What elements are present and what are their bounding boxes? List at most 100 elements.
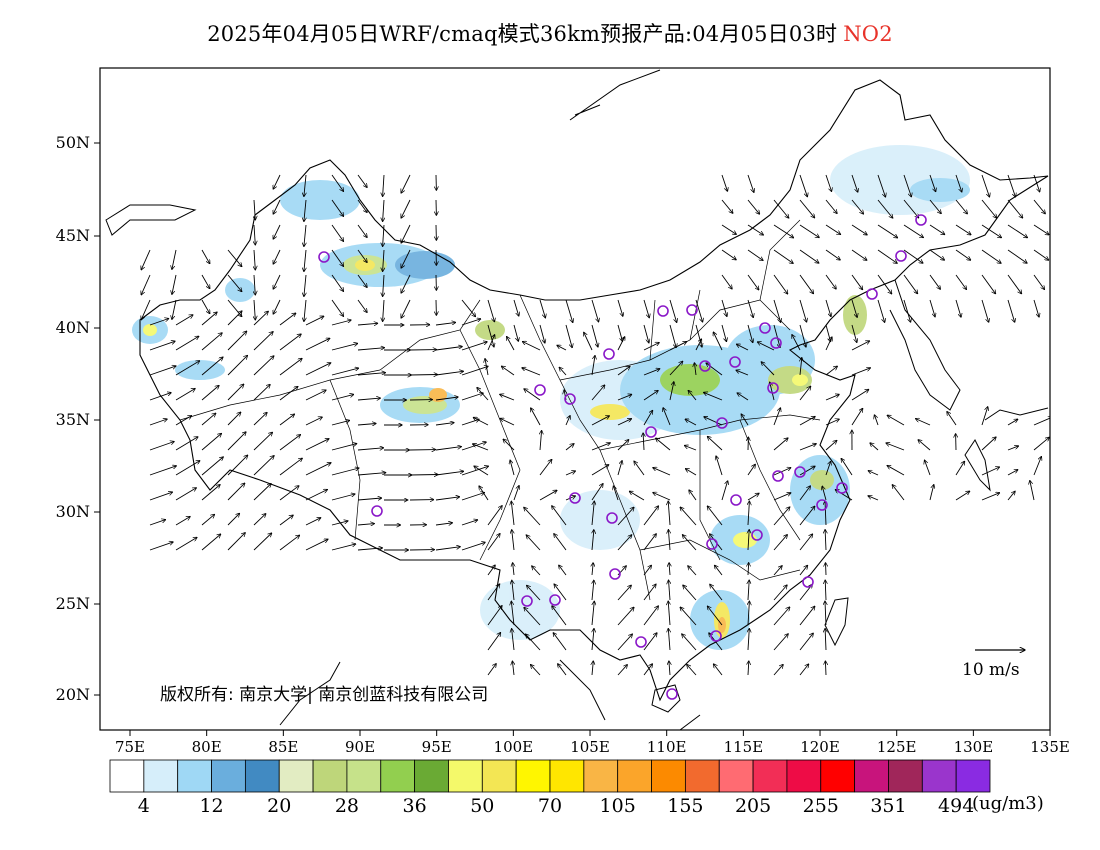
wind-arrow-icon [1033, 437, 1049, 451]
wind-arrow-icon [825, 601, 826, 626]
wind-arrow-icon [799, 633, 813, 651]
circle-marker-icon [521, 595, 533, 607]
wind-arrow-icon [227, 249, 242, 267]
legend-swatch [921, 759, 957, 793]
lat-label: 35N [56, 410, 90, 429]
wind-arrow-icon [253, 332, 273, 351]
wind-arrow-icon [487, 324, 494, 347]
wind-arrow-icon [1030, 481, 1035, 501]
wind-arrow-icon [903, 299, 911, 322]
wind-arrow-icon [304, 199, 306, 222]
china-border [139, 79, 1049, 702]
wind-arrow-icon [617, 366, 630, 376]
wind-arrow-icon [331, 343, 358, 351]
wind-arrow-icon [435, 447, 461, 451]
wind-arrow-icon [981, 174, 990, 197]
wind-arrow-icon [558, 664, 567, 676]
wind-arrow-icon [799, 299, 807, 322]
wind-arrow-icon [273, 249, 281, 264]
wind-arrow-icon [227, 483, 245, 501]
wind-arrow-icon [799, 486, 810, 501]
wind-arrow-icon [487, 633, 501, 651]
wind-arrow-icon [903, 249, 923, 263]
wind-arrow-icon [552, 506, 567, 526]
wind-arrow-icon [825, 629, 826, 651]
wind-arrow-icon [201, 433, 222, 451]
wind-arrow-icon [747, 324, 753, 343]
wind-arrow-icon [279, 435, 301, 451]
wind-arrow-icon [617, 507, 634, 526]
wind-arrow-icon [1033, 299, 1039, 317]
wind-arrow-icon [688, 566, 697, 576]
wind-arrow-icon [825, 249, 840, 260]
wind-arrow-icon [357, 323, 378, 325]
wind-arrow-icon [916, 419, 931, 426]
wind-arrow-icon [227, 513, 240, 526]
wind-arrow-icon [149, 466, 176, 476]
wind-arrow-icon [825, 419, 839, 426]
wind-arrow-icon [877, 199, 893, 218]
wind-arrow-icon [981, 249, 1001, 263]
wind-arrow-icon [559, 565, 567, 576]
wind-arrow-icon [172, 249, 177, 269]
legend-tick: 36 [403, 795, 427, 817]
wind-arrow-icon [643, 633, 657, 651]
wind-arrow-icon [903, 199, 919, 218]
wind-arrow-icon [591, 324, 598, 347]
wind-arrow-icon [617, 440, 629, 451]
circle-marker-icon [606, 512, 618, 524]
wind-arrow-icon [887, 415, 905, 426]
wind-arrow-icon [851, 368, 871, 376]
wind-arrow-icon [981, 407, 988, 426]
wind-arrow-icon [201, 274, 210, 289]
lat-label: 50N [56, 133, 90, 152]
lon-label: 115E [724, 738, 764, 756]
wind-arrow-icon [773, 224, 794, 238]
wind-arrow-icon [227, 455, 248, 476]
wind-arrow-icon [503, 439, 515, 451]
circle-marker-icon [569, 492, 581, 504]
lon-label: 95E [422, 738, 452, 756]
wind-arrow-icon [748, 601, 749, 626]
wind-arrow-icon [279, 414, 295, 426]
wind-arrow-icon [201, 534, 221, 551]
wind-arrow-icon [461, 520, 478, 526]
legend-swatch [312, 759, 348, 793]
wind-arrow-icon [643, 534, 656, 551]
wind-arrow-icon [539, 324, 545, 343]
wind-arrow-icon [799, 534, 813, 551]
legend-tick: 12 [199, 795, 223, 817]
lat-label: 20N [56, 685, 90, 704]
wind-arrow-icon [617, 585, 631, 601]
legend-swatch [718, 759, 754, 793]
wind-arrow-icon [617, 299, 623, 316]
taiwan-outline [824, 597, 849, 647]
circle-marker-icon [794, 466, 806, 478]
wind-arrow-icon [401, 174, 411, 193]
wind-arrow-icon [409, 475, 438, 476]
wind-arrow-icon [383, 249, 384, 272]
wind-arrow-icon [669, 382, 674, 401]
wind-arrow-icon [736, 344, 749, 351]
wind-arrow-icon [565, 416, 570, 426]
wind-arrow-icon [512, 530, 515, 551]
wind-arrow-icon [557, 345, 567, 351]
wind-arrow-icon [401, 199, 411, 218]
circle-marker-icon [816, 499, 828, 511]
wind-arrow-icon [761, 362, 775, 376]
wind-arrow-icon [903, 224, 923, 238]
wind-arrow-icon [305, 390, 326, 401]
circle-marker-icon [767, 382, 779, 394]
legend-tick: 28 [335, 795, 359, 817]
wind-arrow-icon [643, 410, 653, 426]
wind-arrow-icon [474, 466, 489, 476]
wind-arrow-icon [981, 299, 989, 322]
wind-arrow-icon [773, 199, 789, 218]
wind-arrow-icon [553, 633, 567, 651]
wind-arrow-icon [565, 299, 573, 323]
circle-marker-icon [603, 348, 615, 360]
wind-arrow-icon [903, 274, 918, 294]
wind-arrow-icon [591, 299, 599, 322]
wind-arrow-icon [825, 199, 837, 214]
wind-arrow-icon [736, 370, 749, 376]
